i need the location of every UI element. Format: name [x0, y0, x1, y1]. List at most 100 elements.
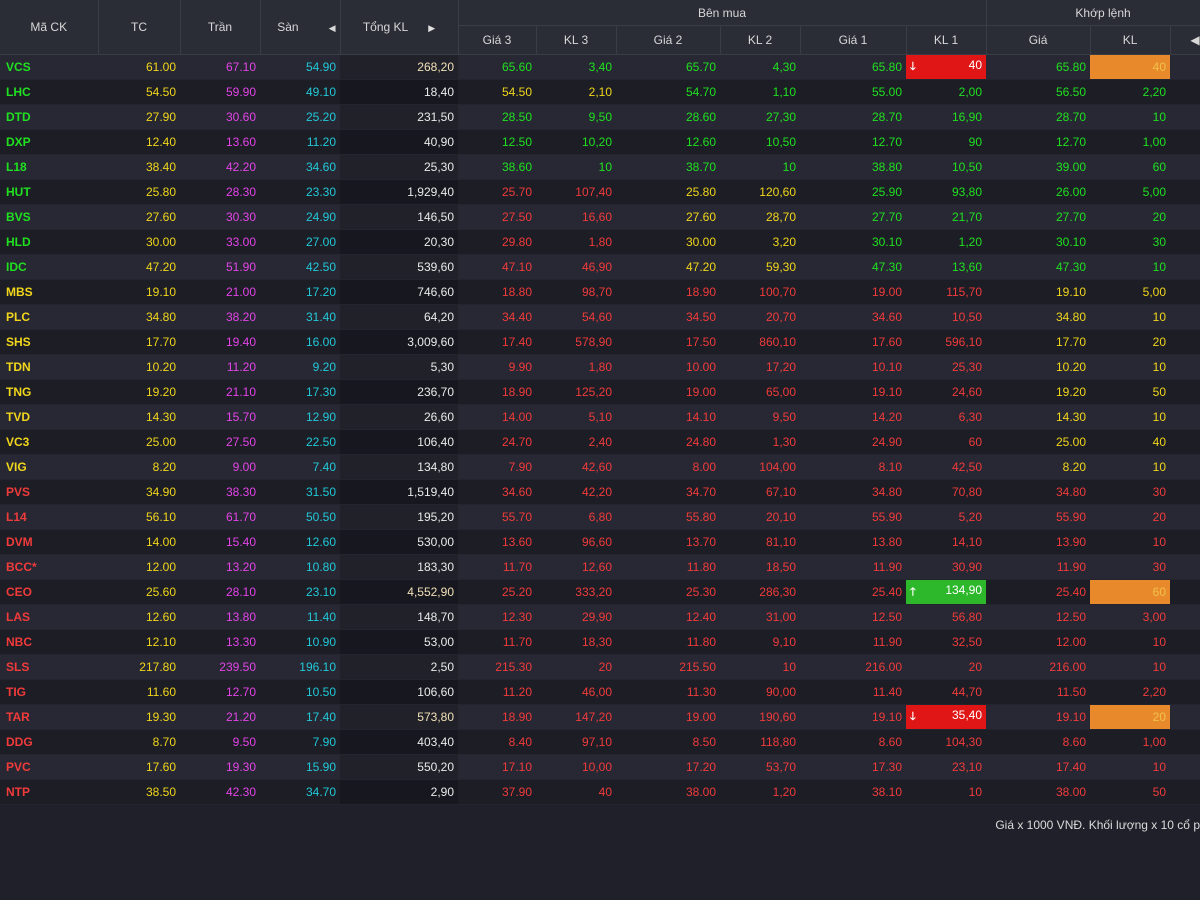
table-row[interactable]: TVD 14.30 15.70 12.90 26,60 14.00 5,10 14.10 9,5…	[0, 404, 1200, 430]
symbol-cell[interactable]: LAS	[0, 604, 98, 630]
symbol-cell[interactable]: TDN	[0, 354, 98, 380]
ref-price-cell: 8.70	[98, 729, 180, 755]
symbol-cell[interactable]: DDG	[0, 729, 98, 755]
bid-price3-cell: 8.40	[458, 729, 536, 755]
symbol-cell[interactable]: BCC*	[0, 554, 98, 580]
table-row[interactable]: SHS 17.70 19.40 16.00 3,009,60 17.40 578,90 17.…	[0, 329, 1200, 355]
symbol-cell[interactable]: NBC	[0, 629, 98, 655]
table-row[interactable]: MBS 19.10 21.00 17.20 746,60 18.80 98,70 18.90 1…	[0, 279, 1200, 305]
table-row[interactable]: IDC 47.20 51.90 42.50 539,60 47.10 46,90 47.20 5…	[0, 254, 1200, 280]
symbol-cell[interactable]: VIG	[0, 454, 98, 480]
col-header-bid-price1[interactable]: Giá 1	[800, 25, 907, 55]
symbol-cell[interactable]: HUT	[0, 179, 98, 205]
col-header-symbol[interactable]: Mã CK	[0, 0, 99, 55]
symbol-cell[interactable]: BVS	[0, 204, 98, 230]
col-header-ref[interactable]: TC	[98, 0, 181, 55]
symbol-cell[interactable]: DTD	[0, 104, 98, 130]
table-row[interactable]: TIG 11.60 12.70 10.50 106,60 11.20 46,00 11.30 9…	[0, 679, 1200, 705]
table-row[interactable]: DTD 27.90 30.60 25.20 231,50 28.50 9,50 28.60 27…	[0, 104, 1200, 130]
table-row[interactable]: PVS 34.90 38.30 31.50 1,519,40 34.60 42,20 34.7…	[0, 479, 1200, 505]
col-header-floor[interactable]: Sàn ◀	[260, 0, 341, 55]
bid-vol3-cell-value: 5,10	[588, 410, 612, 424]
symbol-cell[interactable]: TAR	[0, 704, 98, 730]
symbol-cell[interactable]: CEO	[0, 579, 98, 605]
table-row[interactable]: L14 56.10 61.70 50.50 195,20 55.70 6,80 55.80 20…	[0, 504, 1200, 530]
symbol-cell[interactable]: LHC	[0, 79, 98, 105]
table-row[interactable]: PLC 34.80 38.20 31.40 64,20 34.40 54,60 34.50 20…	[0, 304, 1200, 330]
symbol-cell[interactable]: PLC	[0, 304, 98, 330]
symbol-cell[interactable]: NTP	[0, 779, 98, 805]
table-row[interactable]: SLS 217.80 239.50 196.10 2,50 215.30 20 215.50 1…	[0, 654, 1200, 680]
table-row[interactable]: NBC 12.10 13.30 10.90 53,00 11.70 18,30 11.80 9,…	[0, 629, 1200, 655]
table-row[interactable]: LAS 12.60 13.80 11.40 148,70 12.30 29,90 12.40 3…	[0, 604, 1200, 630]
col-header-bid-price2[interactable]: Giá 2	[616, 25, 721, 55]
col-header-match-vol[interactable]: KL	[1090, 25, 1171, 55]
floor-price-cell: 15.90	[260, 754, 340, 780]
table-row[interactable]: HUT 25.80 28.30 23.30 1,929,40 25.70 107,40 25.…	[0, 179, 1200, 205]
match-vol-cell: 10	[1090, 529, 1171, 555]
symbol-cell[interactable]: PVC	[0, 754, 98, 780]
bid-price2-cell-value: 27.60	[685, 210, 716, 224]
symbol-cell[interactable]: VC3	[0, 429, 98, 455]
col-header-bid-vol1[interactable]: KL 1	[906, 25, 987, 55]
symbol-cell[interactable]: VCS	[0, 54, 98, 80]
table-row[interactable]: L18 38.40 42.20 34.60 25,30 38.60 10 38.70 10 38.…	[0, 154, 1200, 180]
table-row[interactable]: DXP 12.40 13.60 11.20 40,90 12.50 10,20 12.60 10…	[0, 129, 1200, 155]
floor-price-cell: 24.90	[260, 204, 340, 230]
symbol-cell[interactable]: SLS	[0, 654, 98, 680]
scroll-right-icon[interactable]: ▶	[428, 23, 436, 33]
ceiling-price-cell-value: 11.20	[226, 360, 256, 374]
ceiling-price-cell-value: 67.10	[225, 60, 256, 74]
symbol-cell[interactable]: DVM	[0, 529, 98, 555]
col-header-bid-vol3[interactable]: KL 3	[536, 25, 617, 55]
col-header-total-volume[interactable]: Tổng KL ▶	[340, 0, 459, 55]
table-row[interactable]: CEO 25.60 28.10 23.10 4,552,90 25.20 333,20 25.…	[0, 579, 1200, 605]
symbol-cell[interactable]: IDC	[0, 254, 98, 280]
table-row[interactable]: BVS 27.60 30.30 24.90 146,50 27.50 16,60 27.60 2…	[0, 204, 1200, 230]
ceiling-price-cell-value: 13.20	[225, 560, 256, 574]
floor-price-cell: 12.60	[260, 529, 340, 555]
symbol-cell[interactable]: MBS	[0, 279, 98, 305]
table-row[interactable]: BCC* 12.00 13.20 10.80 183,30 11.70 12,60 11.80…	[0, 554, 1200, 580]
table-row[interactable]: DVM 14.00 15.40 12.60 530,00 13.60 96,60 13.70 8…	[0, 529, 1200, 555]
scroll-left-icon[interactable]: ◀	[328, 23, 336, 33]
bid-vol2-cell-value: 65,00	[765, 385, 796, 399]
col-header-match-price[interactable]: Giá	[986, 25, 1091, 55]
table-row[interactable]: NTP 38.50 42.30 34.70 2,90 37.90 40 38.00 1,20 38…	[0, 779, 1200, 805]
symbol-cell[interactable]: TNG	[0, 379, 98, 405]
symbol-cell[interactable]: HLD	[0, 229, 98, 255]
symbol-cell[interactable]: L14	[0, 504, 98, 530]
table-row[interactable]: TAR 19.30 21.20 17.40 573,80 18.90 147,20 19.00…	[0, 704, 1200, 730]
ref-price-cell: 19.20	[98, 379, 180, 405]
symbol-cell[interactable]: TVD	[0, 404, 98, 430]
scroll-left-icon[interactable]: ◀	[1190, 33, 1200, 47]
table-row[interactable]: HLD 30.00 33.00 27.00 20,30 29.80 1,80 30.00 3,2…	[0, 229, 1200, 255]
symbol-cell[interactable]: DXP	[0, 129, 98, 155]
match-price-cell: 8.60	[986, 729, 1091, 755]
bid-price1-cell-value: 24.90	[871, 435, 902, 449]
total-volume-label: Tổng KL	[362, 20, 409, 34]
bid-vol1-cell-value: 23,10	[952, 760, 983, 774]
col-header-bid-price3[interactable]: Giá 3	[458, 25, 537, 55]
table-row[interactable]: LHC 54.50 59.90 49.10 18,40 54.50 2,10 54.70 1,1…	[0, 79, 1200, 105]
symbol-cell-value: TDN	[6, 360, 31, 374]
symbol-cell[interactable]: L18	[0, 154, 98, 180]
symbol-cell[interactable]: TIG	[0, 679, 98, 705]
table-row[interactable]: TDN 10.20 11.20 9.20 5,30 9.90 1,80 10.00 17,20 1…	[0, 354, 1200, 380]
ref-price-cell-value: 17.60	[145, 760, 176, 774]
symbol-cell[interactable]: SHS	[0, 329, 98, 355]
symbol-cell[interactable]: PVS	[0, 479, 98, 505]
bid-vol1-cell-value: 35,40	[952, 707, 983, 722]
table-row[interactable]: PVC 17.60 19.30 15.90 550,20 17.10 10,00 17.20 5…	[0, 754, 1200, 780]
col-header-scroll[interactable]: ◀	[1170, 25, 1200, 55]
table-row[interactable]: TNG 19.20 21.10 17.30 236,70 18.90 125,20 19.00…	[0, 379, 1200, 405]
col-header-ceiling[interactable]: Trần	[180, 0, 261, 55]
table-row[interactable]: DDG 8.70 9.50 7.90 403,40 8.40 97,10 8.50 118,80…	[0, 729, 1200, 755]
col-header-bid-vol2[interactable]: KL 2	[720, 25, 801, 55]
table-row[interactable]: VC3 25.00 27.50 22.50 106,40 24.70 2,40 24.80 1,…	[0, 429, 1200, 455]
table-row[interactable]: VCS 61.00 67.10 54.90 268,20 65.60 3,40 65.70 4,…	[0, 54, 1200, 80]
bid-vol1-cell-value: 21,70	[952, 210, 983, 224]
match-vol-cell-value: 10	[1152, 260, 1167, 274]
table-row[interactable]: VIG 8.20 9.00 7.40 134,80 7.90 42,60 8.00 104,00…	[0, 454, 1200, 480]
bid-vol1-cell-value: 25,30	[952, 360, 983, 374]
